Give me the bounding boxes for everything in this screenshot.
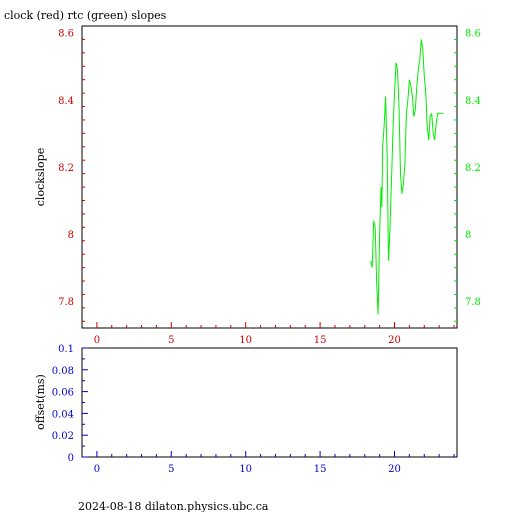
offset-plot-frame bbox=[81, 347, 458, 458]
offset-y-tick-label: 0.06 bbox=[52, 388, 74, 399]
offset-y-axis-label: offset(ms) bbox=[34, 374, 47, 430]
slopes-x-tick-label: 10 bbox=[239, 335, 252, 346]
slopes-y-tick-label-right: 8.2 bbox=[465, 163, 481, 174]
offset-x-tick-label: 10 bbox=[239, 464, 252, 475]
footer-text: 2024-08-18 dilaton.physics.ubc.ca bbox=[78, 500, 269, 512]
slopes-y-tick-label-right: 8.6 bbox=[465, 29, 481, 40]
slopes-axis-ticks: 7.8 7.8 8 8 8.2 8.2 8.4 8.4 8.6 8.6 0 5 10 15 20 bbox=[58, 29, 481, 346]
offset-y-tick-label: 0.02 bbox=[52, 431, 74, 442]
offset-x-tick-label: 5 bbox=[168, 464, 174, 475]
offset-y-tick-label: 0 bbox=[68, 453, 74, 464]
slopes-y-tick-label-left: 8.6 bbox=[58, 29, 74, 40]
slopes-y-tick-label-left: 8.4 bbox=[58, 96, 74, 107]
slopes-plot-frame bbox=[81, 25, 458, 329]
rtc-slope-line bbox=[370, 39, 444, 315]
slopes-y-axis-label: clockslope bbox=[34, 148, 47, 206]
slopes-y-tick-label-left: 7.8 bbox=[58, 297, 74, 308]
offset-axis-ticks: 0 0.02 0.04 0.06 0.08 0.1 0 5 10 15 20 bbox=[52, 344, 455, 475]
offset-y-tick-label: 0.08 bbox=[52, 366, 74, 377]
slopes-x-tick-label: 0 bbox=[94, 335, 100, 346]
slopes-y-tick-label-right: 7.8 bbox=[465, 297, 481, 308]
slopes-x-tick-label: 15 bbox=[314, 335, 327, 346]
chart-title: clock (red) rtc (green) slopes bbox=[4, 9, 167, 22]
slopes-y-tick-label-left: 8 bbox=[68, 230, 74, 241]
offset-x-tick-label: 0 bbox=[94, 464, 100, 475]
offset-y-tick-label: 0.1 bbox=[58, 344, 74, 355]
slopes-y-tick-label-left: 8.2 bbox=[58, 163, 74, 174]
offset-y-tick-label: 0.04 bbox=[52, 409, 74, 420]
slopes-y-tick-label-right: 8.4 bbox=[465, 96, 481, 107]
slopes-series bbox=[370, 39, 444, 315]
offset-x-tick-label: 20 bbox=[388, 464, 401, 475]
slopes-y-tick-label-right: 8 bbox=[465, 230, 471, 241]
offset-chart: offset(ms) 0 0.02 0.04 0.06 0.08 0.1 0 5 10 15 20 bbox=[34, 344, 458, 475]
slopes-x-tick-label: 5 bbox=[168, 335, 174, 346]
offset-x-tick-label: 15 bbox=[314, 464, 327, 475]
slopes-chart: clockslope 7.8 7.8 8 8 8.2 8.2 8.4 8.4 8.6 8.6 0 5 1… bbox=[34, 25, 481, 346]
slopes-x-tick-label: 20 bbox=[388, 335, 401, 346]
